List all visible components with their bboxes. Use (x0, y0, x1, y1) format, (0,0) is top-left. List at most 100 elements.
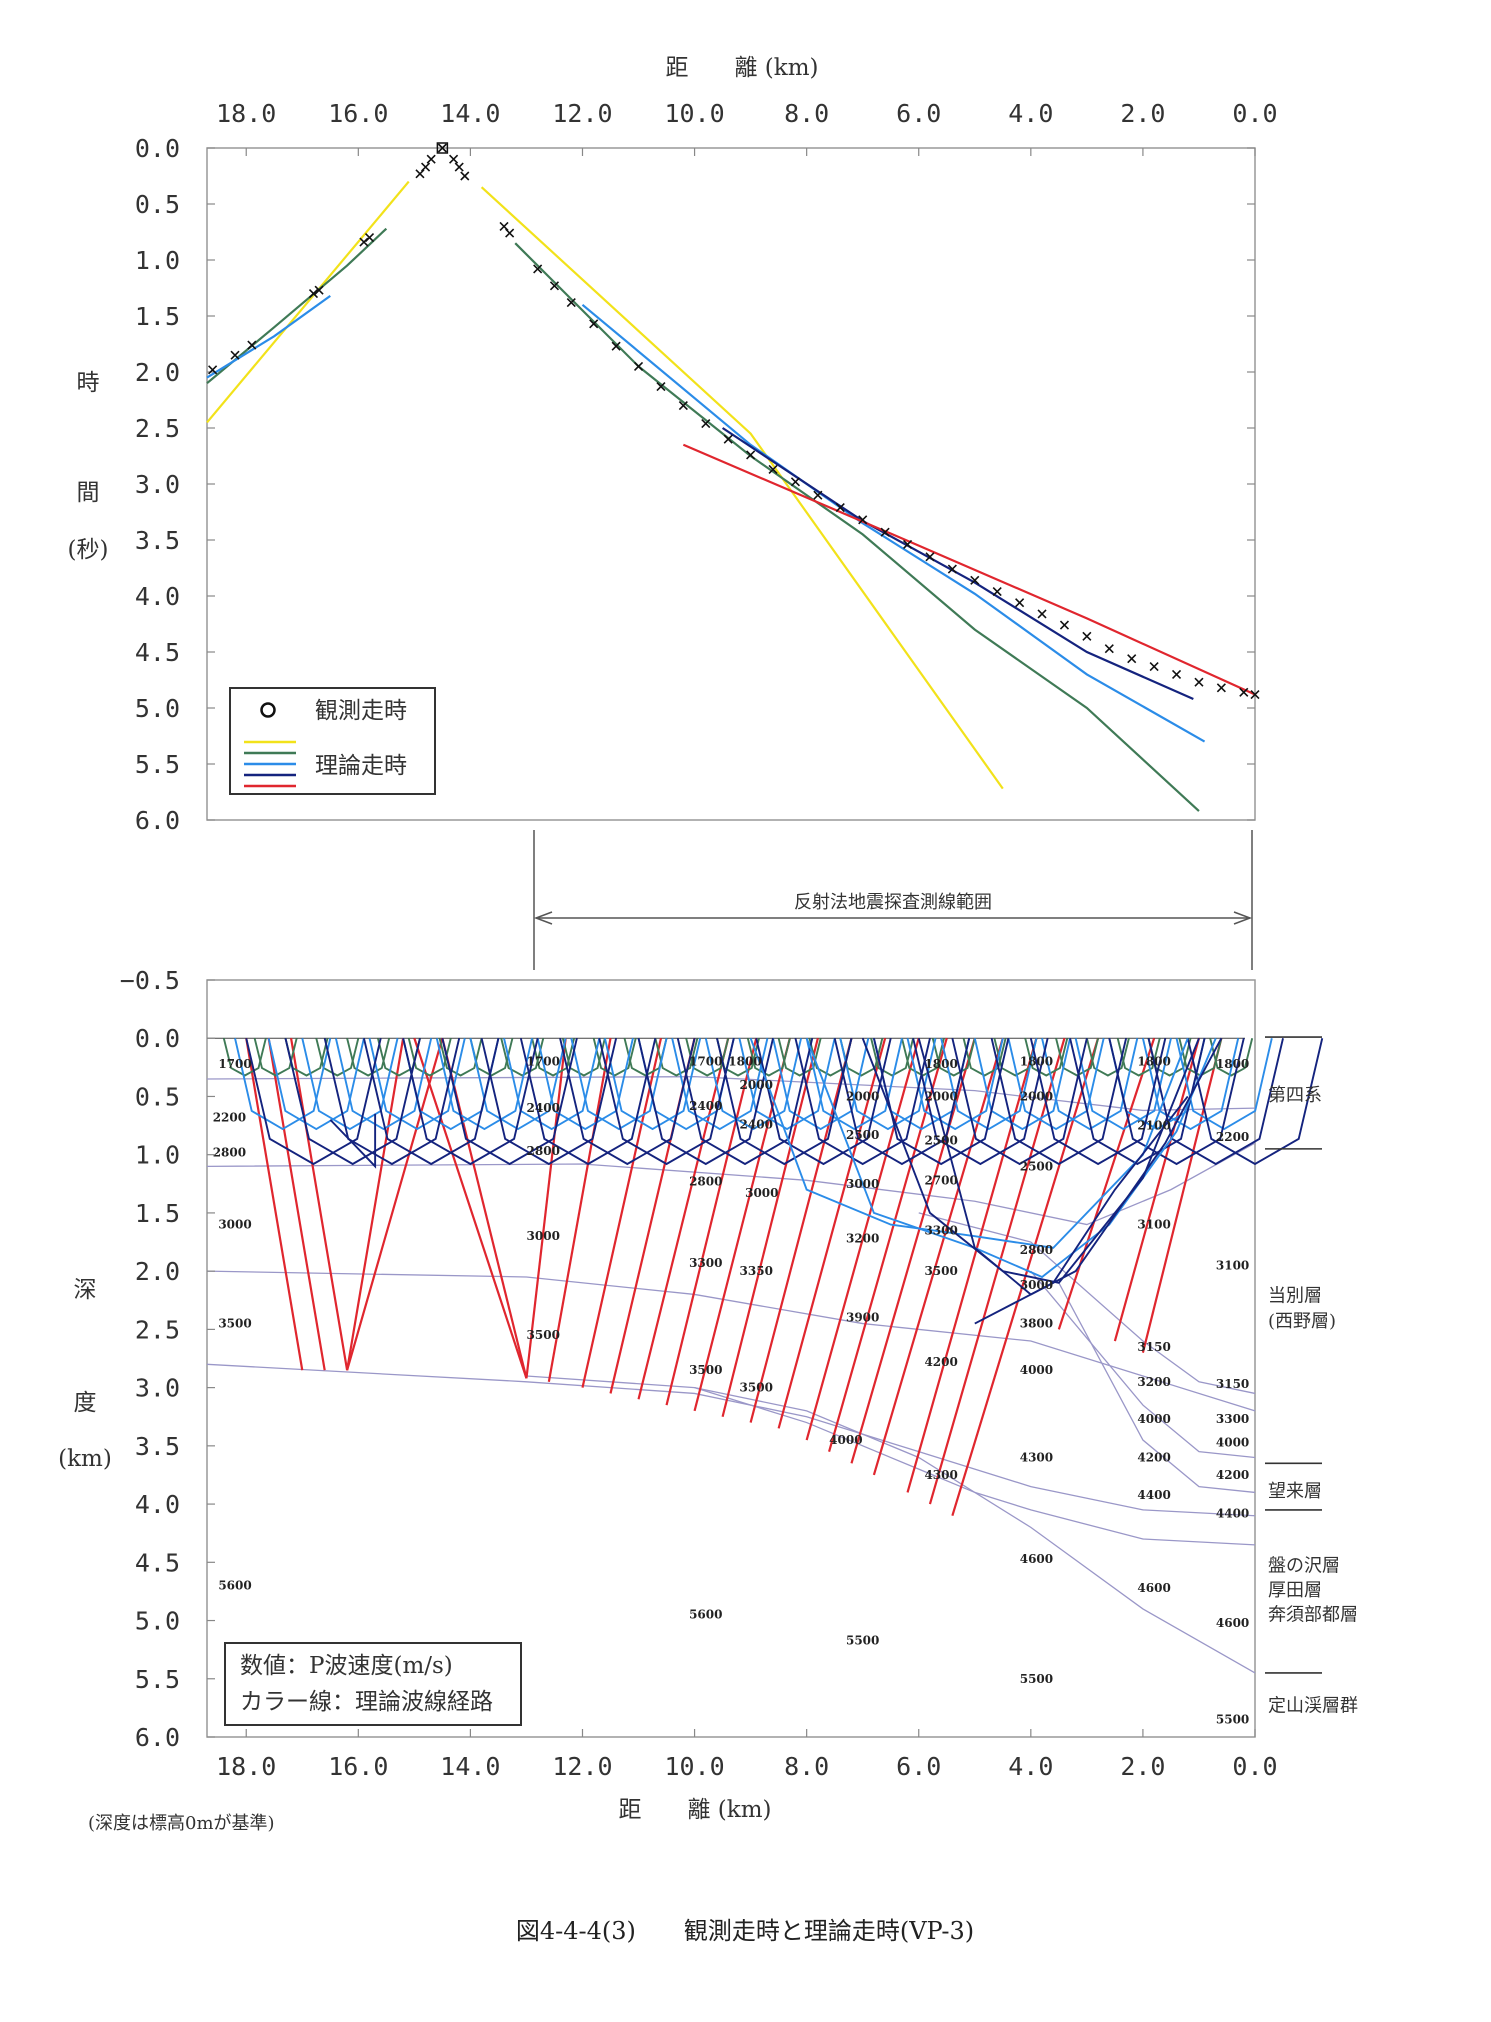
depth-x-tick-label: 8.0 (784, 1752, 829, 1781)
theory-line-yellow (206, 180, 410, 424)
velocity-structure-chart: 1700 2200 2800 3000 3500 5600 1700 2400 2800 3000… (58, 966, 1358, 1823)
observed-point (880, 527, 890, 537)
velocity-label: 3000 (745, 1186, 778, 1200)
observed-point (947, 564, 957, 574)
velocity-label: 2400 (527, 1101, 560, 1115)
travel-time-x-tick-label: 10.0 (664, 99, 724, 128)
observed-point (701, 418, 711, 429)
ray-path (598, 1038, 735, 1166)
travel-time-x-tick-label: 12.0 (552, 99, 612, 128)
survey-range-right-arrow-icon (1233, 911, 1253, 925)
ray-path (872, 1037, 1004, 1476)
ray-path (284, 1038, 421, 1166)
formation-label: 奔須部都層 (1268, 1605, 1358, 1626)
velocity-label: 4600 (1216, 1616, 1249, 1630)
ray-path (716, 1038, 853, 1166)
velocity-label: 3000 (846, 1177, 879, 1191)
observed-point (768, 464, 778, 475)
velocity-label: 3800 (1020, 1317, 1053, 1331)
ray-path (1147, 1038, 1284, 1166)
ray-path (234, 1038, 332, 1131)
depth-y-label-2: 度 (74, 1390, 97, 1416)
velocity-label: 2400 (740, 1117, 773, 1131)
formation-label: 第四系 (1268, 1085, 1322, 1106)
ray-path (962, 1038, 1007, 1077)
velocity-label: 2800 (527, 1144, 560, 1158)
depth-y-tick-label: 1.5 (135, 1199, 180, 1228)
depth-x-tick-label: 12.0 (552, 1752, 612, 1781)
depth-x-tick-label: 6.0 (896, 1752, 941, 1781)
travel-time-chart: 距 離 (km) 18.0 16.0 14.0 12.0 10.0 8.0 6.0 4.0 2.… (68, 55, 1278, 835)
observed-point (1104, 644, 1114, 654)
ray-path (872, 1038, 1010, 1166)
formation-label: 定山渓層群 (1268, 1695, 1358, 1716)
observed-point (925, 552, 935, 562)
velocity-legend-line2: カラー線：理論波線経路 (240, 1689, 493, 1715)
ray-path (441, 1038, 578, 1166)
ray-path (315, 1038, 360, 1077)
observed-point (1239, 687, 1249, 697)
layer-boundary (526, 1375, 1256, 1674)
observed-point (1171, 669, 1182, 679)
ray-path (407, 1038, 452, 1077)
ray-path (547, 1038, 612, 1382)
observed-point (533, 264, 543, 274)
velocity-label: 4300 (1020, 1450, 1053, 1464)
travel-time-y-tick-label: 4.0 (135, 582, 180, 611)
velocity-legend-box (224, 1642, 522, 1726)
observed-point (1250, 689, 1260, 700)
depth-y-tick-label: 0.5 (135, 1082, 180, 1111)
ray-path (755, 1038, 892, 1166)
ray-path (665, 1037, 758, 1406)
ray-path (637, 1038, 774, 1166)
ray-path (1141, 1037, 1223, 1353)
velocity-label: 3500 (924, 1264, 957, 1278)
observed-point (454, 162, 464, 172)
ray-path (346, 1038, 391, 1077)
ray-path (777, 1037, 887, 1429)
depth-x-tick-label: 18.0 (216, 1752, 276, 1781)
depth-y-tick-label: 2.5 (135, 1315, 180, 1344)
observed-point (633, 361, 644, 371)
ray-path (749, 1037, 1189, 1249)
layer-boundary (206, 1076, 1256, 1112)
ray-path (301, 1038, 399, 1131)
velocity-label: 1800 (1020, 1055, 1053, 1069)
observed-point (421, 162, 431, 172)
depth-y-tick-label: 3.5 (135, 1432, 180, 1461)
ray-path (222, 1038, 267, 1077)
velocity-label: 4600 (1137, 1581, 1170, 1595)
velocity-label: 2800 (213, 1145, 246, 1159)
travel-time-y-tick-label: 2.5 (135, 414, 180, 443)
observed-point (460, 171, 470, 181)
formation-label: 当別層 (1268, 1285, 1322, 1306)
ray-path (828, 1037, 948, 1452)
observed-point (426, 154, 436, 164)
observed-point (505, 228, 515, 238)
depth-y-tick-label: 5.0 (135, 1607, 180, 1636)
travel-time-y-tick-label: 5.0 (135, 694, 180, 723)
ray-path (654, 1038, 699, 1077)
ray-path (1186, 1038, 1324, 1166)
ray-path (1108, 1038, 1245, 1166)
ray-path (912, 1038, 1049, 1166)
theory-line-green (514, 242, 1200, 812)
ray-path (870, 1038, 915, 1077)
observed-point (1015, 598, 1025, 608)
velocity-legend-line1: 数値：P波速度(m/s) (240, 1653, 453, 1679)
observed-point (678, 401, 688, 411)
theoretical-ray-paths (222, 1037, 1324, 1517)
formation-label: 厚田層 (1268, 1580, 1322, 1601)
depth-y-tick-label: 3.0 (135, 1374, 180, 1403)
velocity-label: 1700 (527, 1055, 560, 1069)
velocity-label: 1800 (1216, 1057, 1249, 1071)
ray-path (738, 1038, 836, 1131)
travel-time-x-tick-label: 14.0 (440, 99, 500, 128)
travel-time-x-axis-title: 距 離 (km) (665, 55, 818, 81)
ray-path (267, 1038, 365, 1131)
observed-point (723, 434, 733, 444)
theory-line-red (682, 443, 1256, 696)
velocity-label: 3200 (1137, 1375, 1170, 1389)
